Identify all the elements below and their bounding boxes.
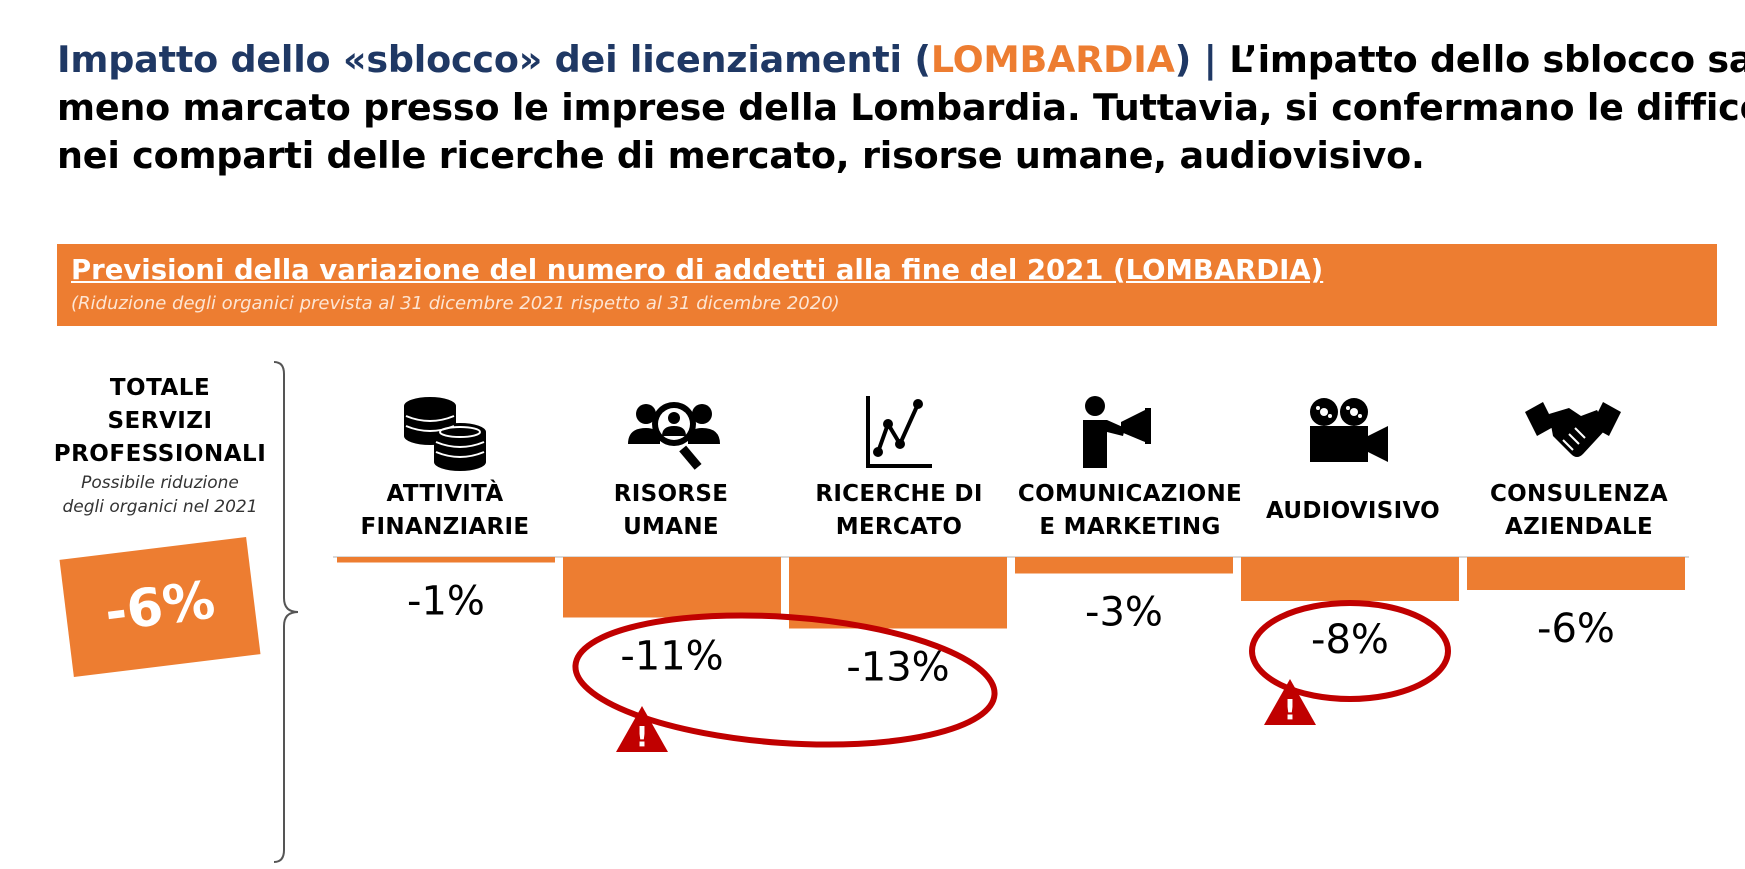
category-label-hr: RISORSE UMANE [613, 481, 729, 540]
headline-line-2: meno marcato presso le imprese della Lom… [57, 86, 1745, 129]
bar-5 [1467, 557, 1685, 590]
bar-2 [789, 557, 1007, 629]
total-title: TOTALE SERVIZI PROFESSIONALI [53, 375, 267, 467]
data-label-4: -8% [1311, 617, 1389, 663]
data-label-0: -1% [407, 579, 485, 625]
bar-3 [1015, 557, 1233, 574]
category-label-marketing: COMUNICAZIONE E MARKETING [1017, 481, 1243, 540]
chart-subtitle: (Riduzione degli organici prevista al 31… [71, 293, 840, 314]
svg-text:!: ! [1284, 693, 1297, 726]
chart-title: Previsioni della variazione del numero d… [71, 254, 1324, 286]
svg-text:!: ! [636, 720, 649, 753]
bar-4 [1241, 557, 1459, 601]
category-label-finance: ATTIVITÀ FINANZIARIE [360, 481, 530, 540]
highlight-ellipse-hr-research [572, 612, 998, 748]
bar-1 [563, 557, 781, 618]
page-headline: Impatto dello «sblocco» dei licenziament… [57, 36, 1745, 180]
warning-icon-audiovisual: ! [1264, 679, 1316, 726]
warning-icon-hr: ! [616, 706, 668, 753]
data-label-5: -6% [1537, 606, 1615, 652]
coins-icon [404, 397, 486, 471]
data-label-1: -11% [620, 634, 723, 680]
category-label-consulting: CONSULENZA AZIENDALE [1489, 481, 1668, 540]
line-chart-icon [866, 396, 932, 468]
category-label-market-research: RICERCHE DI MERCATO [815, 481, 983, 540]
data-label-2: -13% [846, 645, 949, 691]
people-search-icon [628, 402, 720, 470]
handshake-icon [1525, 402, 1621, 457]
bar-0 [337, 557, 555, 563]
headline-line-3: nei comparti delle ricerche di mercato, … [57, 134, 1425, 177]
film-camera-icon [1310, 398, 1388, 462]
category-label-audiovisual: AUDIOVISIVO [1265, 498, 1441, 524]
headline-line-1: Impatto dello «sblocco» dei licenziament… [57, 38, 1745, 81]
total-subtitle: Possibile riduzione degli organici nel 2… [62, 473, 258, 517]
chart-banner: Previsioni della variazione del numero d… [57, 244, 1717, 326]
highlight-ellipse-audiovisual [1249, 600, 1451, 702]
data-label-3: -3% [1085, 590, 1163, 636]
megaphone-icon [1083, 396, 1151, 468]
brace-divider [273, 361, 299, 863]
